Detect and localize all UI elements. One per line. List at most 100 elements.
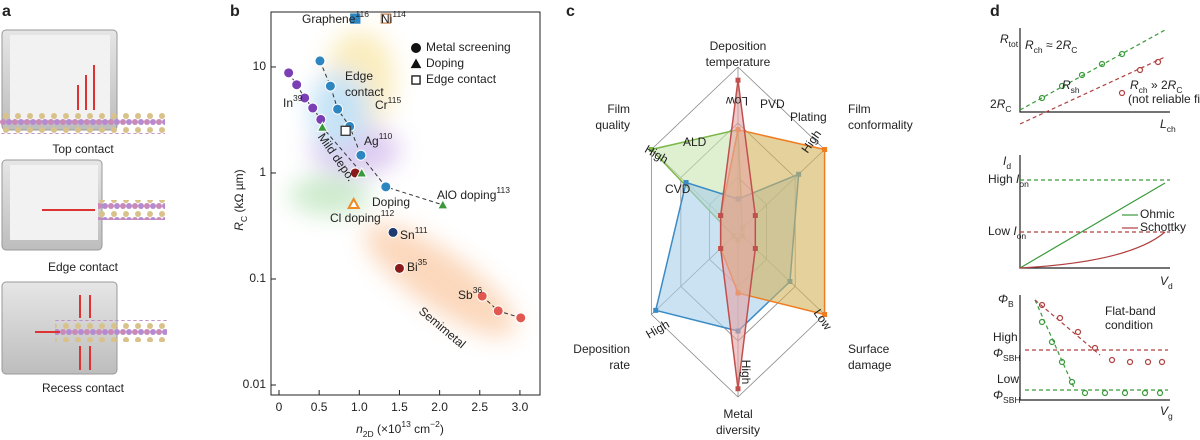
text-part: (not reliable fitting) [1128, 92, 1200, 106]
text-part: R [1062, 78, 1071, 92]
text-part: 110 [379, 131, 393, 141]
text-part: Graphene [302, 12, 356, 26]
text-part: g [1168, 411, 1173, 421]
text-part: d [1168, 281, 1173, 291]
annotation: Ni114 [381, 9, 406, 26]
x-tick-label: 0 [276, 400, 283, 414]
radar-axis-label: Deposition [573, 342, 630, 356]
text-part: 115 [388, 95, 402, 105]
panel-label: b [230, 3, 240, 20]
data-point [387, 226, 399, 238]
data-point [515, 312, 527, 324]
schematic-label: Ohmic [1140, 207, 1175, 221]
text-part: 2D [363, 429, 374, 439]
legend-label: Doping [426, 56, 464, 70]
x-tick-label: 3.0 [512, 400, 529, 414]
text-part: AlO doping [437, 188, 496, 202]
text-part: SBH [1003, 395, 1020, 405]
data-point [393, 262, 405, 274]
text-part: Φ [993, 388, 1003, 402]
text-part: Ag [364, 134, 379, 148]
schematic-label: ΦSBH [993, 388, 1021, 405]
text-part: (kΩ µm) [232, 169, 246, 216]
text-part: tot [1009, 39, 1019, 49]
text-part: C [1071, 45, 1077, 55]
scale-label: High [643, 317, 671, 341]
annotation: Bi35 [407, 257, 427, 274]
text-part: High [993, 330, 1018, 344]
panel-d-axes [1019, 28, 1170, 401]
text-part: SBH [1003, 353, 1020, 363]
text-part: Schottky [1140, 220, 1186, 234]
annotation: AlO doping113 [437, 185, 510, 202]
text-part: I [1003, 154, 1007, 168]
radar-vertex [648, 147, 654, 152]
text-part: In [283, 96, 293, 110]
text-part: 35 [418, 257, 428, 267]
schematic-label: Rsh [1062, 78, 1080, 95]
text-part: L [1160, 117, 1167, 131]
radar-vertex [653, 307, 659, 313]
arrows [77, 65, 95, 110]
annotation: In39 [283, 93, 303, 110]
x-axis-label: n2D (×1013 cm−2) [356, 419, 444, 439]
data-point [380, 181, 392, 193]
text-part: 114 [392, 9, 406, 19]
schematic-label: Schottky [1140, 220, 1186, 234]
legend-marker [411, 43, 421, 53]
text-part: ≈ 2 [1043, 38, 1063, 52]
schematic-label: Vg [1160, 404, 1173, 421]
schematic-label: (not reliable fitting) [1128, 92, 1200, 106]
text-part: Low [988, 224, 1013, 238]
data-point [346, 196, 361, 209]
schematic-label: Low Ion [988, 224, 1026, 241]
text-part: R [1025, 38, 1034, 52]
radar-vertex [718, 246, 724, 251]
data-point [340, 125, 351, 136]
radar-vertex [752, 246, 758, 251]
lattice [55, 320, 167, 342]
annotation: Ag110 [364, 131, 393, 148]
schematic-label: Id [1003, 154, 1011, 171]
x-tick-label: 0.5 [311, 400, 328, 414]
text-part: V [1160, 404, 1169, 418]
radar-area [719, 80, 757, 389]
data-point [350, 13, 361, 24]
method-label: ALD [683, 135, 707, 149]
text-part: (×10 [374, 422, 402, 436]
annotation: Cr115 [375, 95, 401, 112]
data-point [316, 121, 329, 132]
radar-vertex [735, 77, 741, 83]
text-part: R [1168, 78, 1177, 92]
data-point [332, 103, 344, 115]
text-part: d [1006, 161, 1011, 171]
legend-label: Metal screening [426, 40, 511, 54]
region-label: Doping [372, 195, 410, 209]
radar-axis-label: Surface [848, 342, 890, 356]
text-part: 39 [293, 93, 303, 103]
text-part: I [1016, 172, 1020, 186]
arrows [35, 295, 91, 370]
text-part: ch [1034, 45, 1043, 55]
radar-vertex [683, 180, 689, 185]
x-tick-label: 1.5 [391, 400, 408, 414]
text-part: ch [1139, 85, 1148, 95]
text-part: cm [411, 422, 430, 436]
schematic-label: ΦSBH [993, 346, 1021, 363]
schematic-label: ΦB [998, 292, 1014, 309]
text-part: I [1013, 224, 1017, 238]
schematic-label: Rch » 2RC [1130, 78, 1182, 95]
text-part: 111 [415, 225, 428, 235]
text-part: R [1130, 78, 1139, 92]
text-part: 2 [990, 97, 997, 111]
y-tick-label: 0.01 [243, 377, 267, 391]
region-blobs [290, 30, 516, 337]
schematic-label: High Ion [988, 172, 1029, 189]
schematic-label: Rch ≈ 2RC [1025, 38, 1077, 55]
region-label: Edge [345, 69, 373, 83]
radar-axis-label: rate [609, 358, 630, 372]
text-part: Flat-band [1105, 304, 1156, 318]
radar-axis-label: Deposition [710, 39, 767, 53]
legend-marker [410, 58, 422, 69]
text-part: Φ [998, 292, 1008, 306]
